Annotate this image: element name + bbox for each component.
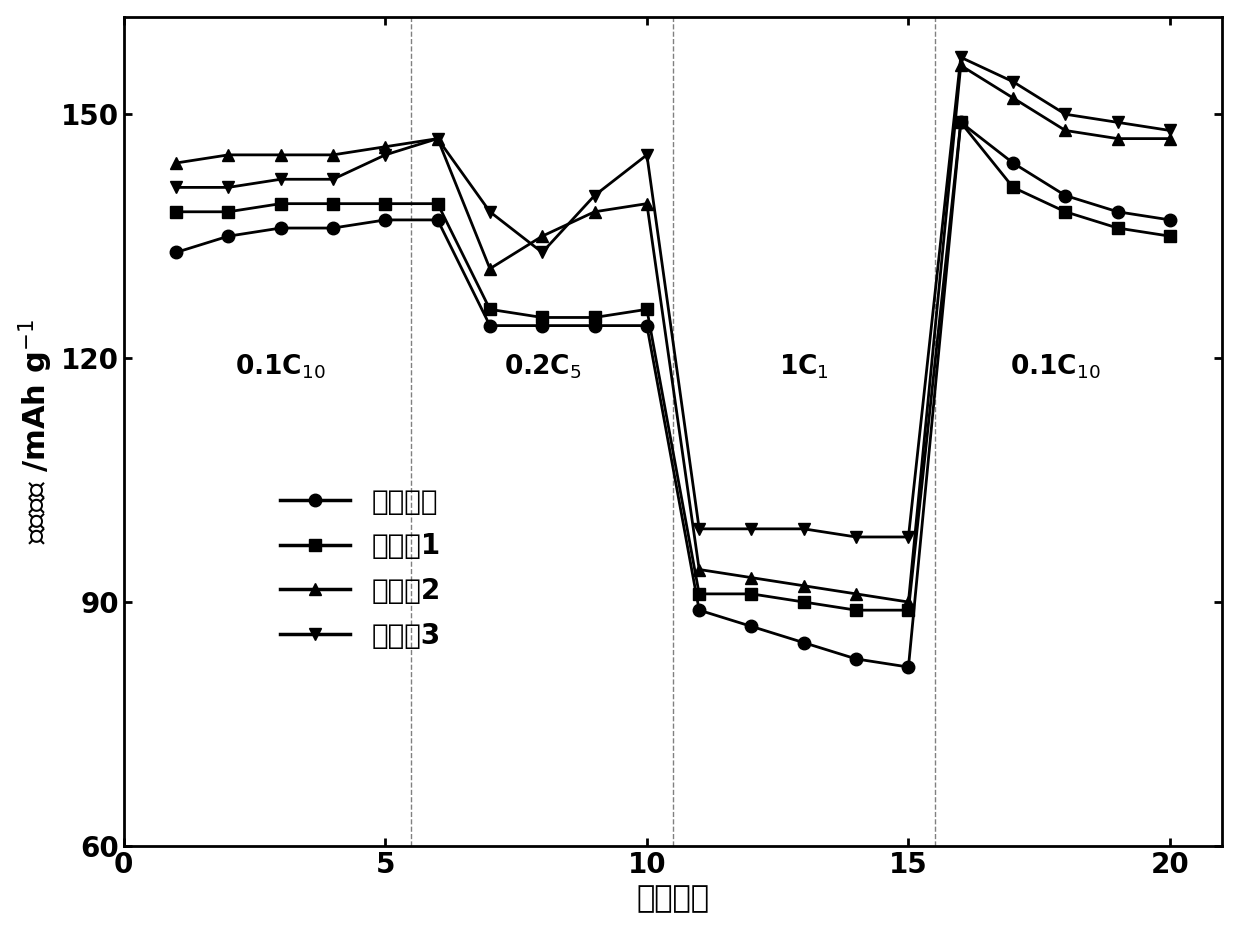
实施例2: [745, 572, 760, 583]
实施例1: [482, 304, 497, 315]
实施例1: [953, 117, 968, 128]
对照电池: [587, 320, 602, 331]
实施例1: [378, 198, 393, 209]
实施例3: [1110, 117, 1125, 128]
实施例1: [326, 198, 341, 209]
Y-axis label: 放电容量 /mAh g$^{-1}$: 放电容量 /mAh g$^{-1}$: [16, 319, 56, 544]
对照电池: [482, 320, 497, 331]
实施例3: [953, 52, 968, 63]
实施例3: [587, 190, 602, 201]
对照电池: [326, 222, 341, 233]
实施例3: [326, 174, 341, 185]
实施例2: [639, 198, 654, 209]
实施例1: [1058, 206, 1073, 218]
对照电池: [639, 320, 654, 331]
实施例2: [1058, 125, 1073, 136]
对照电池: [221, 231, 235, 242]
对照电池: [691, 604, 706, 616]
实施例3: [169, 181, 183, 193]
实施例2: [535, 231, 550, 242]
对照电池: [1058, 190, 1073, 201]
实施例3: [274, 174, 289, 185]
Line: 对照电池: 对照电池: [170, 116, 1176, 673]
Text: 0.1C$_{10}$: 0.1C$_{10}$: [235, 352, 326, 380]
实施例2: [587, 206, 602, 218]
对照电池: [901, 661, 916, 672]
实施例1: [221, 206, 235, 218]
实施例3: [745, 524, 760, 535]
对照电池: [953, 117, 968, 128]
对照电池: [1162, 214, 1177, 225]
对照电池: [1110, 206, 1125, 218]
实施例1: [745, 589, 760, 600]
对照电池: [797, 637, 812, 648]
实施例3: [221, 181, 235, 193]
对照电池: [1006, 157, 1021, 168]
对照电池: [274, 222, 289, 233]
实施例3: [1058, 109, 1073, 120]
Text: 1C$_{1}$: 1C$_{1}$: [779, 352, 829, 380]
对照电池: [169, 246, 183, 258]
实施例1: [797, 596, 812, 607]
实施例2: [691, 564, 706, 575]
实施例3: [482, 206, 497, 218]
实施例1: [639, 304, 654, 315]
实施例2: [169, 157, 183, 168]
实施例1: [169, 206, 183, 218]
Legend: 对照电池, 实施例1, 实施例2, 实施例3: 对照电池, 实施例1, 实施例2, 实施例3: [280, 487, 441, 649]
实施例1: [1162, 231, 1177, 242]
实施例1: [691, 589, 706, 600]
实施例2: [378, 141, 393, 153]
实施例3: [639, 150, 654, 161]
实施例2: [430, 133, 445, 144]
实施例2: [797, 580, 812, 591]
对照电池: [849, 654, 864, 665]
实施例3: [1006, 76, 1021, 87]
实施例3: [849, 531, 864, 542]
实施例3: [535, 246, 550, 258]
实施例3: [430, 133, 445, 144]
Line: 实施例3: 实施例3: [170, 51, 1176, 543]
实施例2: [221, 150, 235, 161]
实施例2: [274, 150, 289, 161]
实施例1: [535, 312, 550, 323]
X-axis label: 循环圈数: 循环圈数: [637, 884, 710, 913]
实施例2: [901, 596, 916, 607]
实施例1: [587, 312, 602, 323]
实施例3: [901, 531, 916, 542]
实施例2: [1006, 92, 1021, 103]
实施例2: [953, 60, 968, 71]
实施例2: [1110, 133, 1125, 144]
Text: 0.1C$_{10}$: 0.1C$_{10}$: [1010, 352, 1100, 380]
实施例1: [849, 604, 864, 616]
实施例3: [378, 150, 393, 161]
实施例1: [430, 198, 445, 209]
实施例1: [274, 198, 289, 209]
实施例1: [1110, 222, 1125, 233]
对照电池: [378, 214, 393, 225]
Line: 实施例2: 实施例2: [170, 60, 1176, 608]
实施例3: [691, 524, 706, 535]
Text: 0.2C$_{5}$: 0.2C$_{5}$: [503, 352, 581, 380]
实施例3: [797, 524, 812, 535]
对照电池: [745, 621, 760, 632]
实施例2: [849, 589, 864, 600]
实施例2: [1162, 133, 1177, 144]
实施例1: [901, 604, 916, 616]
实施例3: [1162, 125, 1177, 136]
实施例2: [482, 263, 497, 274]
实施例2: [326, 150, 341, 161]
对照电池: [535, 320, 550, 331]
实施例1: [1006, 181, 1021, 193]
Line: 实施例1: 实施例1: [170, 116, 1176, 617]
对照电池: [430, 214, 445, 225]
